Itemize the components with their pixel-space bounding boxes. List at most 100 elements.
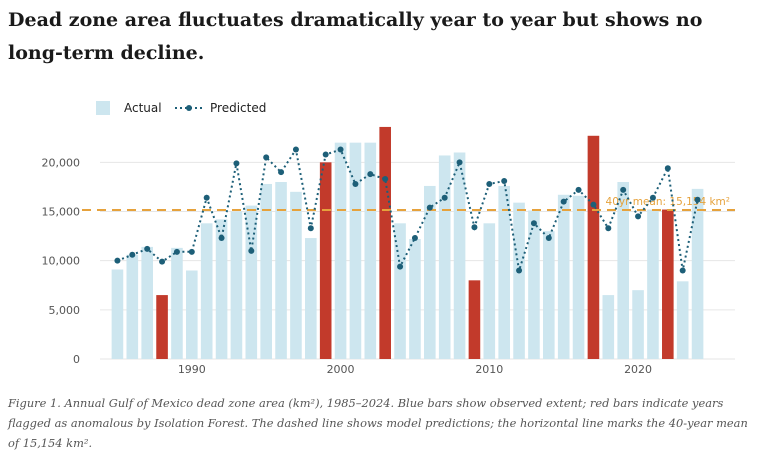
- actual-bar-2008: [453, 152, 466, 359]
- predicted-point-2012: [516, 267, 523, 274]
- predicted-point-2002: [367, 171, 374, 178]
- x-axis-ticks: 1990 2000 2010 2020: [178, 363, 652, 376]
- anomaly-bar-2017: [587, 135, 600, 359]
- legend-actual-label: Actual: [124, 101, 162, 115]
- predicted-line-group: [114, 146, 701, 274]
- predicted-point-1989: [173, 248, 180, 255]
- actual-bar-1996: [275, 182, 287, 359]
- legend-predicted-marker: [186, 105, 192, 111]
- actual-bar-1987: [141, 246, 153, 359]
- actual-bar-1995: [260, 183, 272, 359]
- predicted-point-2009: [471, 224, 478, 231]
- predicted-point-2000: [337, 146, 344, 153]
- actual-bar-2024: [691, 188, 704, 359]
- legend-predicted-label: Predicted: [210, 101, 266, 115]
- predicted-point-1992: [218, 235, 225, 242]
- chart-title: Dead zone area fluctuates dramatically y…: [8, 9, 703, 64]
- actual-bar-2012: [513, 202, 525, 359]
- actual-bar-1991: [200, 223, 213, 359]
- x-tick-label: 2020: [624, 363, 652, 376]
- predicted-point-2019: [620, 186, 627, 193]
- actual-bar-2006: [424, 185, 436, 359]
- actual-bar-1997: [290, 191, 302, 359]
- x-tick-label: 2010: [475, 363, 503, 376]
- predicted-point-1987: [144, 245, 151, 252]
- predicted-point-1999: [322, 151, 329, 158]
- predicted-point-2006: [426, 204, 433, 211]
- actual-bar-1986: [126, 254, 139, 359]
- predicted-point-1996: [278, 169, 285, 176]
- y-tick-label: 20,000: [42, 156, 81, 169]
- actual-bar-2011: [498, 185, 510, 359]
- bars: [111, 126, 704, 359]
- y-tick-label: 0: [73, 353, 80, 366]
- predicted-point-1997: [292, 146, 299, 153]
- y-tick-label: 5,000: [49, 304, 81, 317]
- predicted-point-2010: [486, 180, 493, 187]
- actual-bar-2010: [483, 223, 496, 359]
- predicted-point-1991: [203, 194, 210, 201]
- actual-bar-2015: [557, 194, 570, 359]
- actual-bar-2002: [364, 142, 377, 359]
- actual-bar-2004: [394, 223, 406, 359]
- actual-bar-2020: [632, 290, 644, 359]
- legend: Actual Predicted: [96, 101, 266, 115]
- actual-bar-2018: [602, 295, 615, 359]
- predicted-point-2007: [441, 194, 448, 201]
- predicted-point-1988: [159, 258, 166, 265]
- x-tick-label: 1990: [178, 363, 206, 376]
- actual-bar-1998: [305, 238, 317, 359]
- predicted-point-2011: [501, 178, 508, 185]
- actual-bar-2007: [438, 155, 451, 359]
- predicted-point-2014: [545, 235, 552, 242]
- y-tick-label: 10,000: [42, 255, 81, 268]
- actual-bar-1989: [171, 247, 183, 359]
- predicted-line: [117, 146, 699, 271]
- anomaly-bar-1988: [156, 295, 168, 359]
- actual-bar-2000: [334, 142, 347, 359]
- actual-bar-1993: [230, 211, 243, 359]
- predicted-point-1986: [129, 251, 136, 258]
- predicted-point-2016: [575, 186, 582, 193]
- predicted-point-1985: [114, 257, 121, 264]
- mean-line-group: 40yr mean: 15,154 km²: [82, 196, 735, 211]
- predicted-point-1998: [307, 225, 314, 232]
- predicted-point-1995: [263, 154, 270, 161]
- actual-bar-2016: [572, 195, 585, 359]
- predicted-point-2024: [694, 196, 701, 203]
- predicted-point-1993: [233, 160, 240, 167]
- actual-bar-2021: [647, 209, 659, 359]
- predicted-point-2022: [664, 165, 671, 172]
- anomaly-bar-2003: [379, 126, 391, 359]
- anomaly-bar-2009: [468, 280, 481, 359]
- predicted-point-2013: [530, 220, 537, 227]
- actual-bar-2013: [528, 210, 540, 359]
- actual-bar-2014: [543, 231, 555, 359]
- predicted-point-2018: [605, 225, 612, 232]
- actual-bar-1992: [215, 219, 228, 359]
- x-tick-label: 2000: [327, 363, 355, 376]
- predicted-point-2015: [560, 198, 567, 205]
- actual-bar-1994: [245, 205, 258, 359]
- actual-bar-1985: [111, 269, 124, 359]
- actual-bar-2023: [676, 281, 689, 359]
- actual-bar-2019: [617, 182, 629, 359]
- predicted-point-1990: [188, 248, 195, 255]
- predicted-point-1994: [248, 247, 255, 254]
- predicted-point-2008: [456, 159, 463, 166]
- anomaly-bar-2022: [662, 209, 674, 359]
- figure-caption: Figure 1. Annual Gulf of Mexico dead zon…: [8, 396, 748, 450]
- predicted-point-2004: [397, 263, 404, 270]
- predicted-point-2017: [590, 201, 597, 208]
- actual-bar-1990: [186, 270, 198, 359]
- predicted-point-2023: [679, 267, 686, 274]
- predicted-point-2003: [382, 176, 389, 183]
- actual-bar-2005: [409, 239, 421, 359]
- legend-actual-swatch: [96, 101, 110, 115]
- mean-line-label: 40yr mean: 15,154 km²: [606, 196, 730, 208]
- y-axis-ticks: 0 5,000 10,000 15,000 20,000: [42, 156, 81, 366]
- anomaly-bar-1999: [319, 162, 332, 359]
- y-tick-label: 15,000: [42, 206, 81, 219]
- predicted-point-2001: [352, 180, 359, 187]
- predicted-point-2005: [411, 235, 418, 242]
